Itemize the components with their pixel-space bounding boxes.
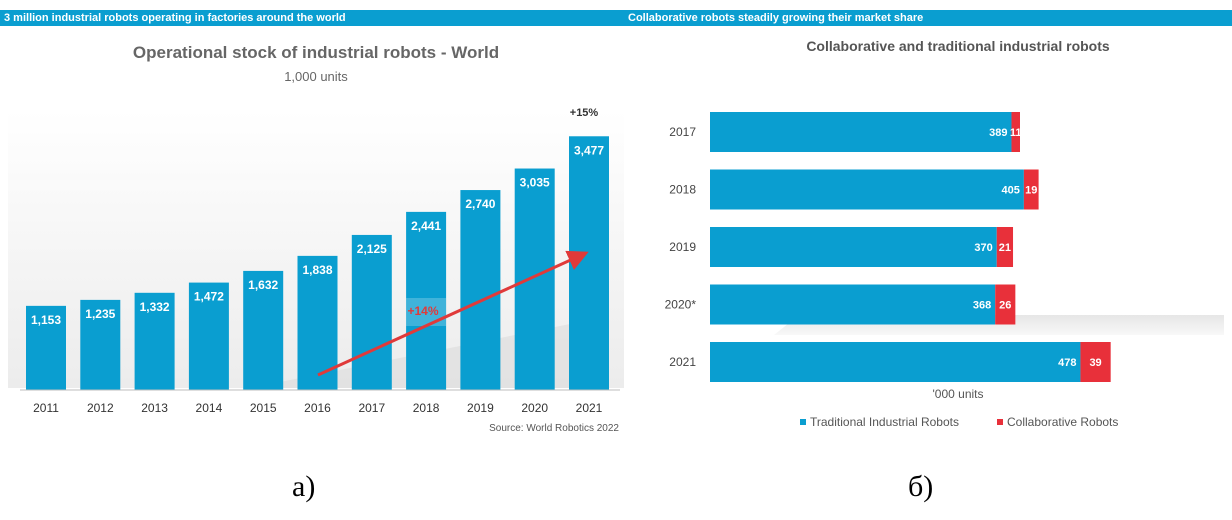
bar-collaborative-2018 bbox=[1023, 169, 1039, 210]
bar-traditional-2020* bbox=[710, 284, 996, 325]
top-growth-label: +15% bbox=[570, 107, 599, 119]
collaborative-value-label: 39 bbox=[1089, 357, 1101, 369]
bar-value-label: 2,740 bbox=[465, 197, 495, 211]
bar-value-label: 1,153 bbox=[31, 313, 61, 327]
bar-2011 bbox=[26, 305, 66, 390]
bar-2021 bbox=[569, 136, 609, 390]
bar-traditional-2018 bbox=[710, 169, 1024, 210]
x-tick-label: 2015 bbox=[250, 401, 277, 415]
figure-label-b: б) bbox=[908, 470, 934, 503]
y-category-label: 2020* bbox=[665, 298, 697, 312]
legend-swatch-traditional bbox=[800, 419, 806, 425]
bar-2019 bbox=[460, 190, 501, 390]
x-tick-label: 2012 bbox=[87, 401, 114, 415]
collaborative-value-label: 19 bbox=[1025, 185, 1037, 197]
bar-value-label: 1,235 bbox=[85, 307, 115, 321]
bar-2017 bbox=[351, 234, 392, 390]
traditional-value-label: 370 bbox=[974, 242, 992, 254]
bar-2020 bbox=[514, 168, 555, 390]
left-chart-panel: 3 million industrial robots operating in… bbox=[0, 10, 624, 438]
bar-value-label: 2,125 bbox=[357, 242, 387, 256]
bar-collaborative-2021 bbox=[1080, 342, 1111, 382]
collaborative-value-label: 26 bbox=[999, 300, 1011, 312]
collaborative-value-label: 11 bbox=[1010, 127, 1022, 139]
legend-swatch-collaborative bbox=[997, 419, 1003, 425]
bar-2013 bbox=[134, 292, 175, 390]
right-chart-panel: Collaborative robots steadily growing th… bbox=[624, 10, 1232, 438]
bar-value-label: 2,441 bbox=[411, 219, 441, 233]
figure-label-a: а) bbox=[292, 470, 316, 503]
bar-collaborative-2019 bbox=[996, 227, 1014, 267]
right-chart: Collaborative and traditional industrial… bbox=[665, 38, 1224, 429]
bar-2014 bbox=[188, 282, 229, 390]
right-chart-title: Collaborative and traditional industrial… bbox=[806, 38, 1110, 54]
bar-value-label: 3,477 bbox=[574, 143, 604, 157]
bar-value-label: 1,838 bbox=[302, 263, 332, 277]
bar-traditional-2021 bbox=[710, 342, 1081, 382]
x-tick-label: 2016 bbox=[304, 401, 331, 415]
traditional-value-label: 405 bbox=[1002, 185, 1020, 197]
bar-value-label: 1,332 bbox=[140, 300, 170, 314]
y-category-label: 2017 bbox=[669, 125, 696, 139]
source-label: Source: World Robotics 2022 bbox=[489, 423, 619, 434]
bar-value-label: 1,472 bbox=[194, 290, 224, 304]
x-tick-label: 2020 bbox=[521, 401, 548, 415]
x-tick-label: 2011 bbox=[33, 401, 59, 415]
x-tick-label: 2014 bbox=[196, 401, 223, 415]
bar-traditional-2019 bbox=[710, 227, 997, 267]
collaborative-value-label: 21 bbox=[999, 242, 1011, 254]
right-banner: Collaborative robots steadily growing th… bbox=[624, 10, 1232, 26]
growth-arrow bbox=[317, 250, 589, 377]
legend-label-collaborative: Collaborative Robots bbox=[1007, 415, 1118, 429]
x-tick-label: 2021 bbox=[576, 401, 603, 415]
bar-2018 bbox=[406, 211, 447, 390]
left-chart-title: Operational stock of industrial robots -… bbox=[133, 43, 499, 62]
growth-label: +14% bbox=[407, 304, 438, 318]
legend: Traditional Industrial Robots Collaborat… bbox=[800, 415, 1118, 429]
x-tick-label: 2019 bbox=[467, 401, 494, 415]
y-category-label: 2018 bbox=[669, 183, 696, 197]
y-category-label: 2019 bbox=[669, 240, 696, 254]
right-x-axis-label: '000 units bbox=[933, 387, 984, 401]
bar-collaborative-2017 bbox=[1011, 112, 1020, 152]
bar-traditional-2017 bbox=[710, 112, 1012, 152]
traditional-value-label: 478 bbox=[1058, 357, 1076, 369]
traditional-value-label: 389 bbox=[989, 127, 1007, 139]
x-tick-label: 2013 bbox=[141, 401, 168, 415]
bar-collaborative-2020* bbox=[995, 284, 1016, 325]
x-tick-label: 2018 bbox=[413, 401, 440, 415]
x-tick-label: 2017 bbox=[358, 401, 385, 415]
bar-2015 bbox=[243, 270, 284, 390]
bar-value-label: 1,632 bbox=[248, 278, 278, 292]
bar-value-label: 3,035 bbox=[520, 176, 550, 190]
y-category-label: 2021 bbox=[669, 355, 696, 369]
left-chart-subtitle: 1,000 units bbox=[284, 69, 348, 84]
left-banner: 3 million industrial robots operating in… bbox=[0, 10, 624, 26]
traditional-value-label: 368 bbox=[973, 300, 991, 312]
left-chart: Operational stock of industrial robots -… bbox=[8, 43, 624, 434]
bar-2012 bbox=[80, 299, 121, 390]
legend-label-traditional: Traditional Industrial Robots bbox=[810, 415, 959, 429]
